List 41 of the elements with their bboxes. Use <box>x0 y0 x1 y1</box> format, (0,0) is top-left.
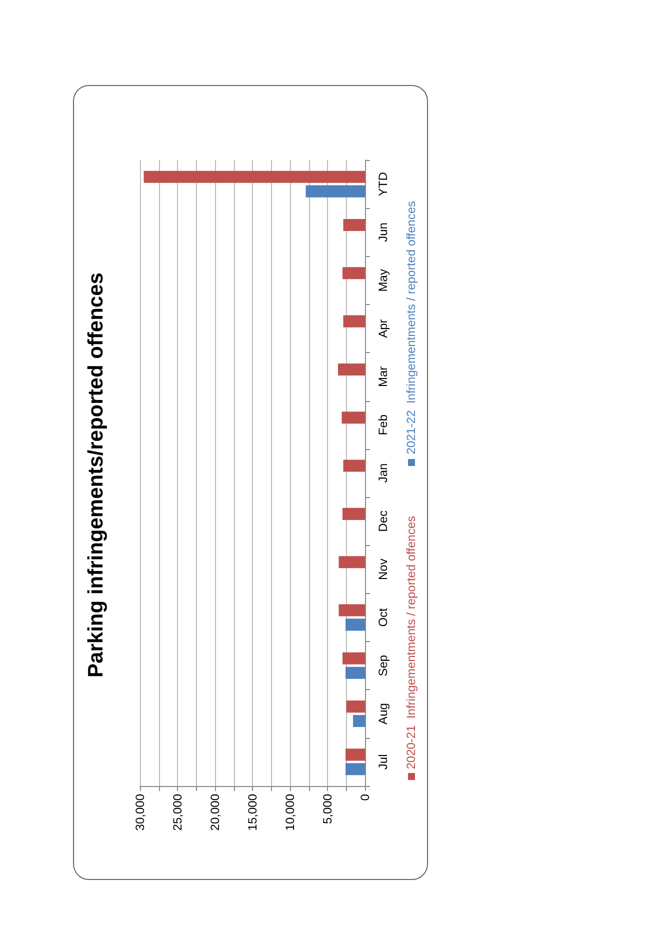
y-tick-label: May <box>376 269 390 292</box>
y-tick-label: Apr <box>376 319 390 338</box>
text: 2021-22 Infringementments / reported offences <box>404 201 418 455</box>
y-tick-label: Aug <box>376 703 390 724</box>
x-tick-label: 0 <box>358 794 372 801</box>
x-tick-label: 15,000 <box>246 794 260 831</box>
bar <box>343 460 365 472</box>
x-tick-label: 10,000 <box>283 794 297 831</box>
y-tick-label: Jul <box>376 754 390 770</box>
bar <box>346 748 365 761</box>
bar <box>343 218 365 232</box>
bar <box>346 763 365 776</box>
x-tick-label: 20,000 <box>208 794 222 831</box>
y-tick-label: Dec <box>376 510 390 532</box>
bar <box>306 185 365 198</box>
y-tick-label: Nov <box>376 558 390 580</box>
bar <box>338 363 365 376</box>
bar <box>342 412 365 424</box>
y-tick-label: Mar <box>376 366 390 388</box>
bar <box>346 618 365 631</box>
bar <box>338 604 365 616</box>
text: 2020-21 Infringementments / reported offences <box>404 516 418 769</box>
bar <box>346 666 365 679</box>
bar <box>342 267 365 280</box>
text: Parking infringements/reported offences <box>84 272 108 678</box>
y-tick-label: Jun <box>376 222 390 242</box>
bar <box>346 700 365 713</box>
y-tick-label: Feb <box>376 414 390 436</box>
x-tick-label: 5,000 <box>320 794 334 824</box>
bar <box>343 315 365 328</box>
bar <box>338 556 365 568</box>
y-tick-label: Sep <box>376 654 390 676</box>
y-tick-label: Jan <box>376 463 390 483</box>
bar <box>342 652 365 664</box>
y-tick-label: YTD <box>376 172 390 196</box>
bar <box>353 714 365 728</box>
y-tick-label: Oct <box>376 607 390 627</box>
bar <box>144 170 365 183</box>
x-tick-label: 30,000 <box>133 794 147 831</box>
x-tick-label: 25,000 <box>170 794 184 831</box>
bar <box>342 508 365 520</box>
